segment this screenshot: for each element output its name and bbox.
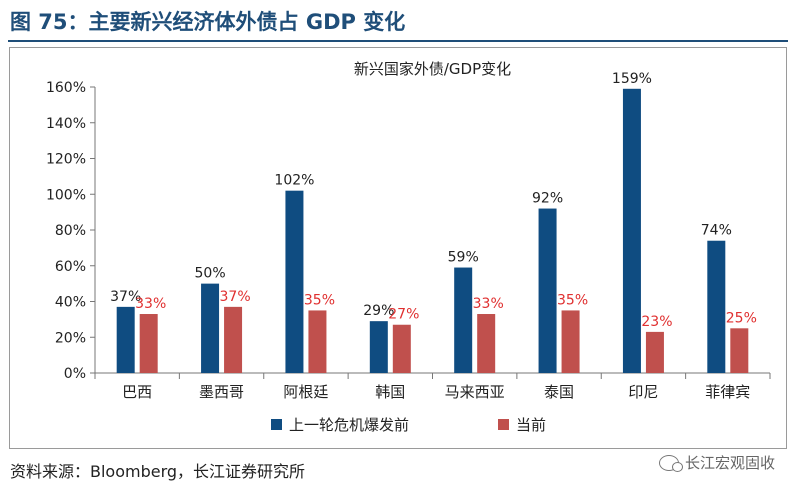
data-label-series2: 35% bbox=[557, 292, 588, 308]
data-label-series2: 33% bbox=[135, 296, 166, 312]
data-label-series2: 37% bbox=[220, 289, 251, 305]
chart-frame bbox=[9, 47, 787, 449]
bar-series1 bbox=[622, 88, 641, 373]
bar-series2 bbox=[561, 310, 580, 373]
y-tick-label: 60% bbox=[55, 259, 86, 275]
title-rule bbox=[8, 40, 788, 42]
legend-label-series1: 上一轮危机爆发前 bbox=[289, 416, 409, 434]
bar-series2 bbox=[139, 314, 158, 373]
data-label-series1: 50% bbox=[195, 266, 226, 282]
bar-series1 bbox=[201, 283, 220, 373]
bar-series2 bbox=[392, 324, 411, 373]
data-label-series2: 35% bbox=[304, 292, 335, 308]
bar-series1 bbox=[454, 267, 473, 373]
y-tick-label: 0% bbox=[64, 366, 86, 382]
bar-series2 bbox=[730, 328, 749, 373]
bar-series2 bbox=[224, 306, 243, 373]
data-label-series2: 33% bbox=[473, 296, 504, 312]
bar-series1 bbox=[369, 321, 388, 373]
data-label-series1: 92% bbox=[532, 191, 563, 207]
data-label-series2: 27% bbox=[388, 307, 419, 323]
source-note: 资料来源：Bloomberg，长江证券研究所 bbox=[10, 462, 306, 481]
data-label-series1: 102% bbox=[274, 173, 314, 189]
bar-series1 bbox=[285, 190, 304, 373]
x-tick-label: 墨西哥 bbox=[199, 383, 244, 401]
y-tick-label: 160% bbox=[46, 80, 86, 96]
x-tick-label: 韩国 bbox=[375, 383, 405, 401]
data-label-series2: 23% bbox=[641, 314, 672, 330]
bar-series2 bbox=[477, 314, 496, 373]
wechat-icon bbox=[658, 454, 683, 472]
y-tick-label: 140% bbox=[46, 116, 86, 132]
legend-label-series2: 当前 bbox=[516, 416, 546, 434]
y-tick-label: 80% bbox=[55, 223, 86, 239]
x-tick-label: 菲律宾 bbox=[705, 383, 750, 401]
watermark-text: 长江宏观固收 bbox=[684, 454, 775, 472]
x-tick-label: 印尼 bbox=[628, 383, 658, 401]
figure-title: 图 75：主要新兴经济体外债占 GDP 变化 bbox=[10, 10, 406, 34]
watermark: 长江宏观固收 bbox=[658, 452, 775, 473]
legend-swatch-series2 bbox=[498, 419, 509, 430]
y-tick-label: 120% bbox=[46, 152, 86, 168]
bar-series1 bbox=[116, 306, 135, 373]
data-label-series1: 159% bbox=[612, 71, 652, 87]
data-label-series1: 74% bbox=[701, 223, 732, 239]
y-tick-label: 40% bbox=[55, 295, 86, 311]
x-tick-label: 马来西亚 bbox=[445, 383, 505, 401]
chart-title: 新兴国家外债/GDP变化 bbox=[354, 60, 511, 78]
bar-series2 bbox=[645, 331, 664, 373]
data-label-series1: 37% bbox=[110, 289, 141, 305]
bar-series1 bbox=[707, 240, 726, 373]
y-tick-label: 20% bbox=[55, 330, 86, 346]
bar-series1 bbox=[538, 208, 557, 373]
x-tick-label: 泰国 bbox=[544, 383, 574, 401]
y-tick-label: 100% bbox=[46, 187, 86, 203]
x-tick-label: 巴西 bbox=[122, 383, 152, 401]
legend-swatch-series1 bbox=[271, 419, 282, 430]
data-label-series1: 29% bbox=[363, 303, 394, 319]
x-tick-label: 阿根廷 bbox=[283, 383, 328, 401]
data-label-series1: 59% bbox=[448, 250, 479, 266]
data-label-series2: 25% bbox=[726, 310, 757, 326]
bar-series2 bbox=[308, 310, 327, 373]
